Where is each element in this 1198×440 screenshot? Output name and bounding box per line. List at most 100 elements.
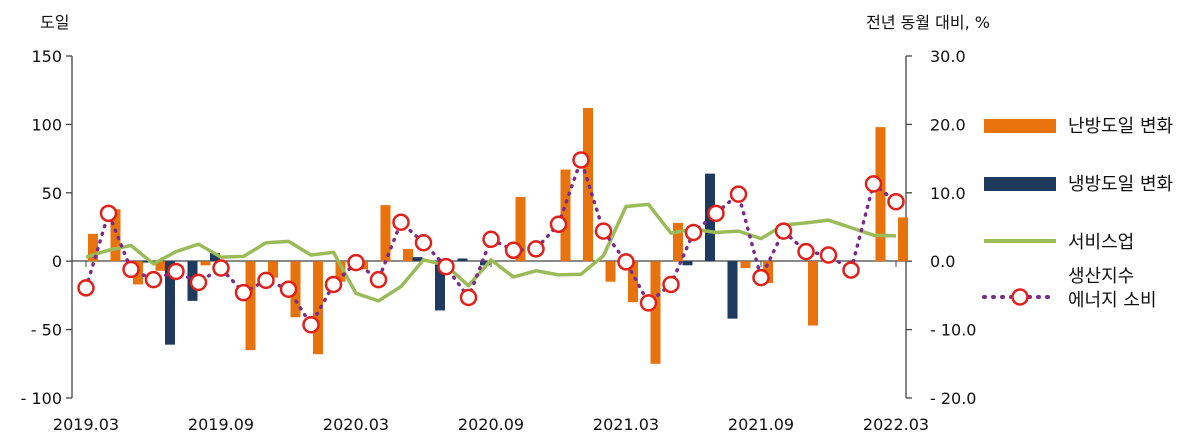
energy-point [234,283,253,302]
cooling-bar [412,257,423,262]
legend: 난방도일 변화 냉방도일 변화 서비스업 생산지수 에너지 소비 [982,116,1173,311]
heating-bar [808,261,818,326]
heating-bar [763,261,773,284]
left-axis-unit: 도일 [40,13,69,32]
energy-point [864,175,883,193]
left-tick-label: 0 [52,252,62,271]
legend-label-heating: 난방도일 변화 [1068,116,1173,137]
legend-label-cooling: 냉방도일 변화 [1068,174,1173,195]
legend-marker-energy [1011,288,1029,306]
cooling-bar [457,258,468,262]
heating-bar [155,261,166,271]
energy-point [414,233,433,252]
right-tick-label: 20.0 [930,115,966,134]
energy-point [819,246,838,264]
energy-point [324,275,343,294]
heating-bar [380,205,391,262]
cooling-bar [682,261,693,266]
left-tick-label: - 100 [21,389,62,408]
energy-point [504,241,523,260]
x-tick-label: 2019.03 [53,415,119,434]
energy-point [369,270,388,289]
x-tick-label: 2020.09 [458,415,524,434]
heating-bar [605,261,616,282]
heating-bar [245,261,256,351]
right-tick-label: 0.0 [930,252,955,271]
x-tick-label: 2021.03 [593,415,659,434]
energy-point [797,242,815,261]
energy-point [122,260,140,279]
cooling-bar [210,252,220,262]
energy-point [144,270,163,289]
left-axis-ticks: 150 100 50 0 - 50 - 100 [21,47,72,408]
heating-bar [268,261,278,278]
heating-bar [88,233,98,262]
heating-bar [403,248,413,262]
cooling-bar [727,261,738,319]
energy-point [662,275,680,294]
heating-bar [875,127,886,262]
cooling-bar [435,261,445,311]
heating-bar [673,222,683,262]
energy-point [594,222,613,240]
energy-point [257,271,275,290]
energy-point [279,280,298,298]
services-series-line [85,202,897,303]
energy-point [437,257,455,276]
energy-line [77,151,905,334]
heating-bar [515,196,526,262]
heating-bar [110,209,121,262]
heating-bar [200,261,211,266]
energy-point [684,223,703,242]
heating-bar [313,261,323,355]
right-tick-label: - 20.0 [930,389,976,408]
energy-point [167,262,185,281]
legend-swatch-heating [984,119,1056,133]
energy-point [459,288,478,307]
x-tick-label: 2022.03 [863,415,929,434]
energy-point [617,253,635,271]
x-tick-label: 2021.09 [728,415,794,434]
heating-bar [560,169,571,262]
right-tick-label: 30.0 [930,47,966,66]
energy-point [392,213,410,231]
x-tick-label: 2019.09 [188,415,254,434]
energy-point [842,261,860,279]
right-tick-label: - 10.0 [930,321,976,340]
x-axis-ticks: 2019.03 2019.09 2020.03 2020.09 2021.03 2021.… [53,261,929,434]
right-axis-unit: 전년 동월 대비, % [866,13,990,32]
legend-swatch-cooling [984,177,1056,191]
energy-point [887,192,905,211]
energy-point [774,222,793,240]
energy-point [99,204,118,223]
energy-point [752,268,770,287]
heating-bar [628,261,638,303]
energy-point [302,316,320,334]
cooling-bar [165,261,175,345]
energy-point [729,185,748,203]
heating-bar [583,107,593,262]
left-tick-label: - 50 [31,321,62,340]
energy-point [572,151,590,169]
heating-bar [740,261,751,269]
heating-bar [335,261,346,282]
left-tick-label: 100 [31,115,62,134]
legend-label-energy-line2: 에너지 소비 [1068,290,1157,311]
energy-point [707,204,725,223]
right-axis-ticks: 30.0 20.0 10.0 0.0 - 10.0 - 20.0 [906,47,976,408]
left-tick-label: 150 [31,47,62,66]
cooling-bar [480,261,490,266]
services-line [85,202,897,303]
energy-point [77,279,95,297]
right-tick-label: 10.0 [930,184,966,203]
heating-bar [650,261,661,364]
energy-point [347,253,365,272]
legend-label-services: 서비스업 [1068,232,1134,253]
energy-point [189,273,208,292]
energy-point [639,294,658,312]
energy-point [212,259,230,277]
x-tick-label: 2020.03 [323,415,389,434]
energy-point [527,240,545,258]
energy-point [549,215,568,234]
